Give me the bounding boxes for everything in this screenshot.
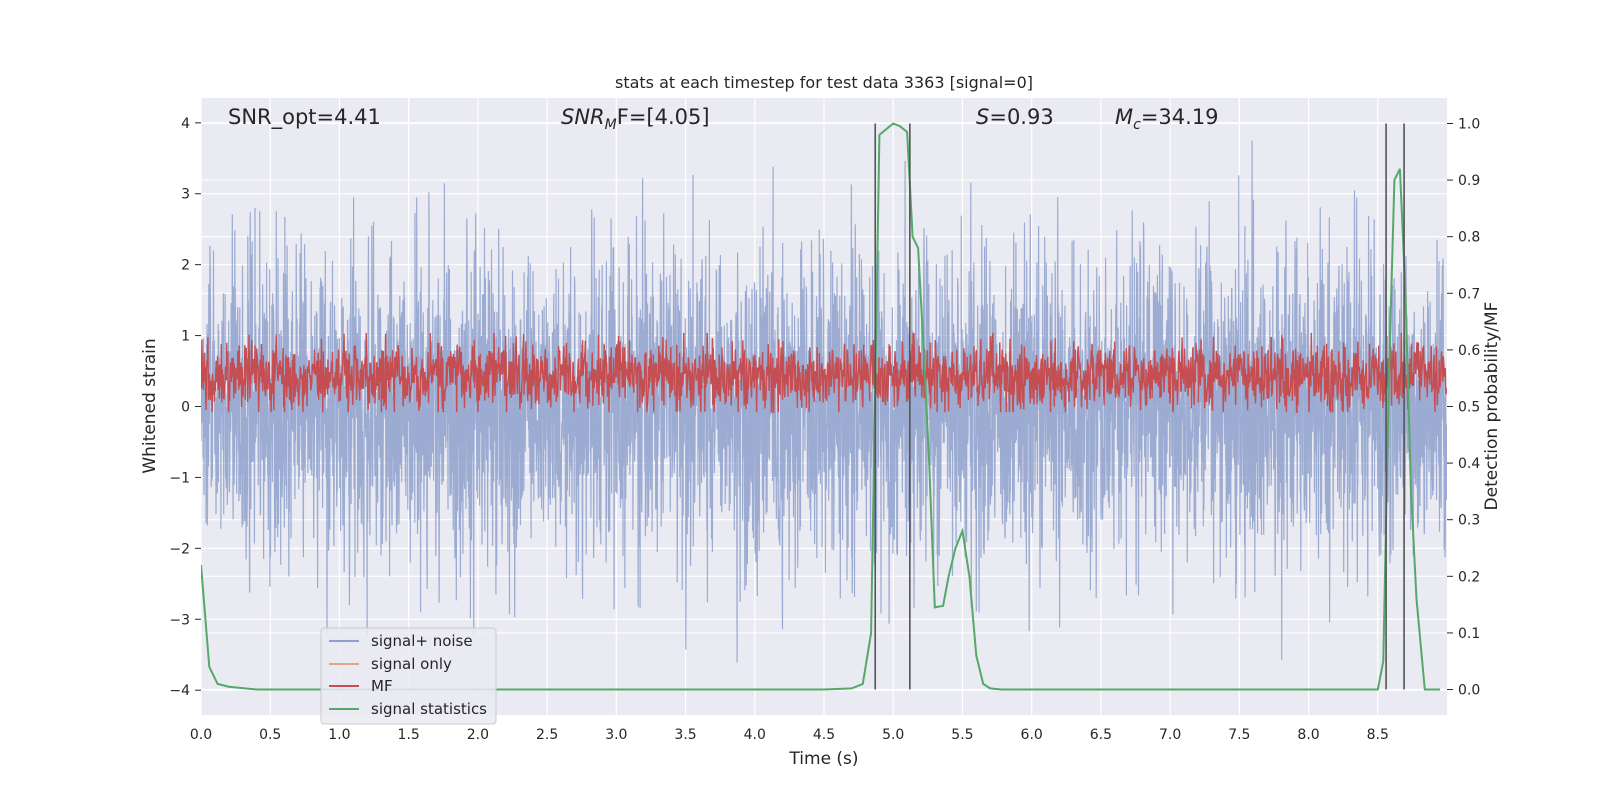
y2-tick-label: 0.6 (1458, 343, 1480, 359)
x-tick-label: 0.0 (190, 727, 212, 743)
y-tick-label: −3 (169, 612, 190, 628)
x-tick-label: 0.5 (259, 727, 281, 743)
y-tick-label: 3 (181, 187, 190, 203)
annotation-snr-mf: SNRMF=[4.05] (561, 105, 710, 133)
y-tick-label: 1 (181, 329, 190, 345)
annotation-snr-mf-tail: F=[4.05] (617, 105, 710, 129)
x-tick-labels: 0.0 0.5 1.0 1.5 2.0 2.5 3.0 3.5 4.0 4.5 5.0 5.5 6.0 6… (190, 727, 1389, 743)
annotation-snr-mf-main: SNR (561, 105, 605, 129)
y-axis-label: Whitened strain (140, 338, 160, 473)
y-tick-label: −1 (169, 470, 190, 486)
y-tick-label: 2 (181, 258, 190, 274)
series-line-signal-statistics (201, 122, 1441, 691)
legend-label-mf: MF (371, 677, 393, 695)
x-tick-label: 3.0 (605, 727, 627, 743)
x-tick-label: 5.0 (882, 727, 904, 743)
legend-label-signal-statistics: signal statistics (371, 700, 487, 718)
x-tick-label: 4.5 (813, 727, 835, 743)
x-tick-label: 1.5 (398, 727, 420, 743)
y2-axis-label: Detection probability/MF (1482, 302, 1502, 511)
x-tick-label: 8.5 (1367, 727, 1389, 743)
y2-tick-label: 0.4 (1458, 456, 1480, 472)
y2-tick-label: 0.1 (1458, 626, 1480, 642)
x-tick-label: 1.0 (328, 727, 350, 743)
detection-vlines (874, 123, 1405, 690)
x-tick-label: 7.5 (1228, 727, 1250, 743)
annotation-s-var: S (976, 105, 989, 129)
annotation-s-value: =0.93 (989, 105, 1053, 129)
y2-tick-label: 1.0 (1458, 116, 1480, 132)
annotation-snr-mf-sub: M (605, 117, 617, 133)
x-tick-label: 3.5 (674, 727, 696, 743)
annotation-snr-opt: SNR_opt=4.41 (228, 105, 381, 130)
y2-tick-label: 0.0 (1458, 683, 1480, 699)
x-tick-label: 2.0 (467, 727, 489, 743)
annotation-mc: Mc=34.19 (1115, 105, 1219, 133)
x-tick-label: 6.5 (1090, 727, 1112, 743)
series-mf (201, 332, 1447, 413)
legend-label-signal-noise: signal+ noise (371, 632, 473, 650)
y2-tick-label: 0.2 (1458, 569, 1480, 585)
legend-box (320, 627, 497, 725)
legend-label-signal-only: signal only (371, 655, 452, 673)
x-tick-label: 2.5 (536, 727, 558, 743)
y-tick-label: 0 (181, 400, 190, 416)
x-tick-label: 5.5 (951, 727, 973, 743)
annotation-mc-sub: c (1133, 117, 1141, 133)
y-tick-label: −2 (169, 541, 190, 557)
x-tick-label: 7.0 (1159, 727, 1181, 743)
x-tick-label: 4.0 (744, 727, 766, 743)
y2-tick-label: 0.3 (1458, 513, 1480, 529)
y2-tick-label: 0.8 (1458, 230, 1480, 246)
y-tick-labels: 4 3 2 1 0 −1 −2 −3 −4 (169, 116, 201, 699)
chart-title: stats at each timestep for test data 336… (615, 73, 1033, 92)
y2-tick-label: 0.9 (1458, 173, 1480, 189)
annotation-s: S=0.93 (976, 105, 1054, 129)
y2-tick-label: 0.7 (1458, 286, 1480, 302)
y-tick-label: −4 (169, 683, 190, 699)
annotation-mc-value: =34.19 (1141, 105, 1219, 129)
legend: signal+ noise signal only MF signal stat… (320, 627, 497, 725)
x-tick-label: 8.0 (1297, 727, 1319, 743)
y2-tick-labels: 1.0 0.9 0.8 0.7 0.6 0.5 0.4 0.3 0.2 0.1 0.0 (1447, 116, 1480, 699)
y2-tick-label: 0.5 (1458, 400, 1480, 416)
x-axis-label: Time (s) (788, 749, 858, 769)
annotation-mc-var: M (1115, 105, 1133, 129)
x-tick-label: 6.0 (1021, 727, 1043, 743)
y-tick-label: 4 (181, 116, 190, 132)
series-signal-statistics (201, 122, 1441, 691)
series-line-mf (201, 332, 1447, 413)
